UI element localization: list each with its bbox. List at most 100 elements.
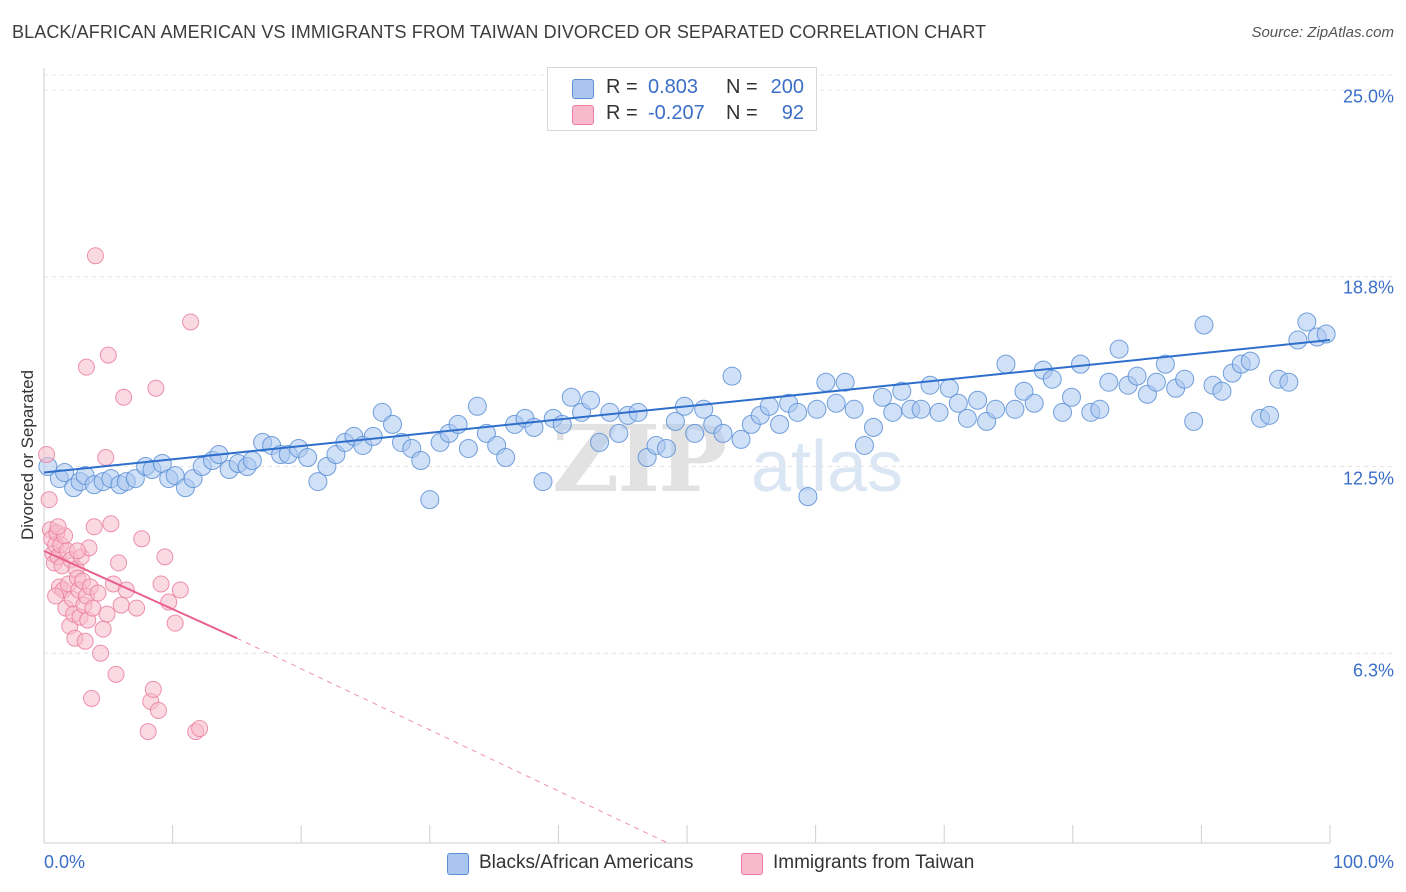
point-blacks [816,372,836,392]
point-taiwan [112,596,130,614]
point-taiwan [94,620,112,638]
point-blacks [872,387,892,407]
y-tick-label: 18.8% [1342,277,1394,298]
point-taiwan [98,605,116,623]
point-blacks [125,469,145,489]
point-taiwan [115,388,133,406]
point-taiwan [84,599,102,617]
point-taiwan [171,581,189,599]
point-blacks [581,390,601,410]
point-taiwan [68,542,86,560]
point-blacks [1240,351,1260,371]
point-taiwan [40,491,58,509]
legend-swatch-blue [447,853,469,875]
point-blacks [798,487,818,507]
point-blacks [372,402,392,422]
point-blacks [411,451,431,471]
point-blacks [600,402,620,422]
point-taiwan [139,723,157,741]
legend-row-pink: R = -0.207 N = 92 [548,102,816,128]
point-blacks [911,399,931,419]
point-blacks [759,396,779,416]
y-tick-label: 6.3% [1352,660,1394,681]
point-blacks [1297,312,1317,332]
point-blacks [1155,354,1175,374]
point-blacks [788,402,808,422]
point-blacks [1184,411,1204,431]
legend-swatch-pink [572,105,594,125]
point-blacks [1062,387,1082,407]
point-taiwan [191,720,209,738]
point-blacks [496,447,516,467]
point-blacks [731,429,751,449]
point-taiwan [152,575,170,593]
point-blacks [1175,369,1195,389]
y-tick-label: 12.5% [1342,468,1394,489]
point-blacks [826,393,846,413]
point-blacks [844,399,864,419]
point-blacks [1194,315,1214,335]
point-blacks [420,490,440,510]
point-blacks [996,354,1016,374]
point-blacks [957,408,977,428]
trendline-taiwan [43,549,238,640]
point-blacks [656,438,676,458]
legend-r-label: R = [606,76,638,98]
point-blacks [533,472,553,492]
point-taiwan [144,680,162,698]
point-blacks [1288,330,1308,350]
y-axis-label: Divorced or Separated [18,369,37,541]
point-blacks [883,402,903,422]
point-blacks [298,447,318,467]
point-blacks [467,396,487,416]
legend-swatch-blue [572,79,594,99]
legend-label-blue: Blacks/African Americans [479,852,694,873]
point-blacks [476,423,496,443]
point-blacks [807,399,827,419]
point-taiwan [166,614,184,632]
point-taiwan [99,346,117,364]
point-blacks [1146,372,1166,392]
point-blacks [609,423,629,443]
point-taiwan [47,587,65,605]
y-tick-label: 25.0% [1342,86,1394,107]
point-blacks [1090,399,1110,419]
source-label: Source: ZipAtlas.com [1251,24,1394,41]
point-taiwan [83,689,101,707]
point-blacks [55,463,75,483]
point-blacks [929,402,949,422]
point-blacks [561,387,581,407]
point-blacks [1109,339,1129,359]
legend-n-value: 200 [770,76,804,98]
point-taiwan [76,632,94,650]
point-taiwan [89,584,107,602]
trendline-blacks [43,339,1331,474]
point-blacks [363,426,383,446]
point-blacks [722,366,742,386]
point-blacks [986,399,1006,419]
point-taiwan [133,530,151,548]
point-taiwan [86,247,104,265]
legend-r-value: 0.803 [648,76,699,98]
point-taiwan [182,313,200,331]
legend-n-label: N = [726,76,758,98]
point-taiwan [102,515,120,533]
point-taiwan [128,599,146,617]
legend-swatch-pink [741,853,763,875]
legend-row-blue: R = 0.803 N = 200 [548,76,816,102]
correlation-legend: R = 0.803 N = 200 R = -0.207 N = 92 [547,67,817,131]
point-blacks [1212,381,1232,401]
legend-r-value: -0.207 [648,102,705,124]
point-blacks [1042,369,1062,389]
point-blacks [1127,366,1147,386]
point-taiwan [97,448,115,466]
point-blacks [242,451,262,471]
point-taiwan [107,665,125,683]
x-tick-label: 0.0% [44,852,86,872]
chart-title: BLACK/AFRICAN AMERICAN VS IMMIGRANTS FRO… [12,22,987,42]
point-blacks [590,432,610,452]
point-blacks [383,414,403,434]
legend-r-label: R = [606,102,638,124]
point-blacks [1014,381,1034,401]
